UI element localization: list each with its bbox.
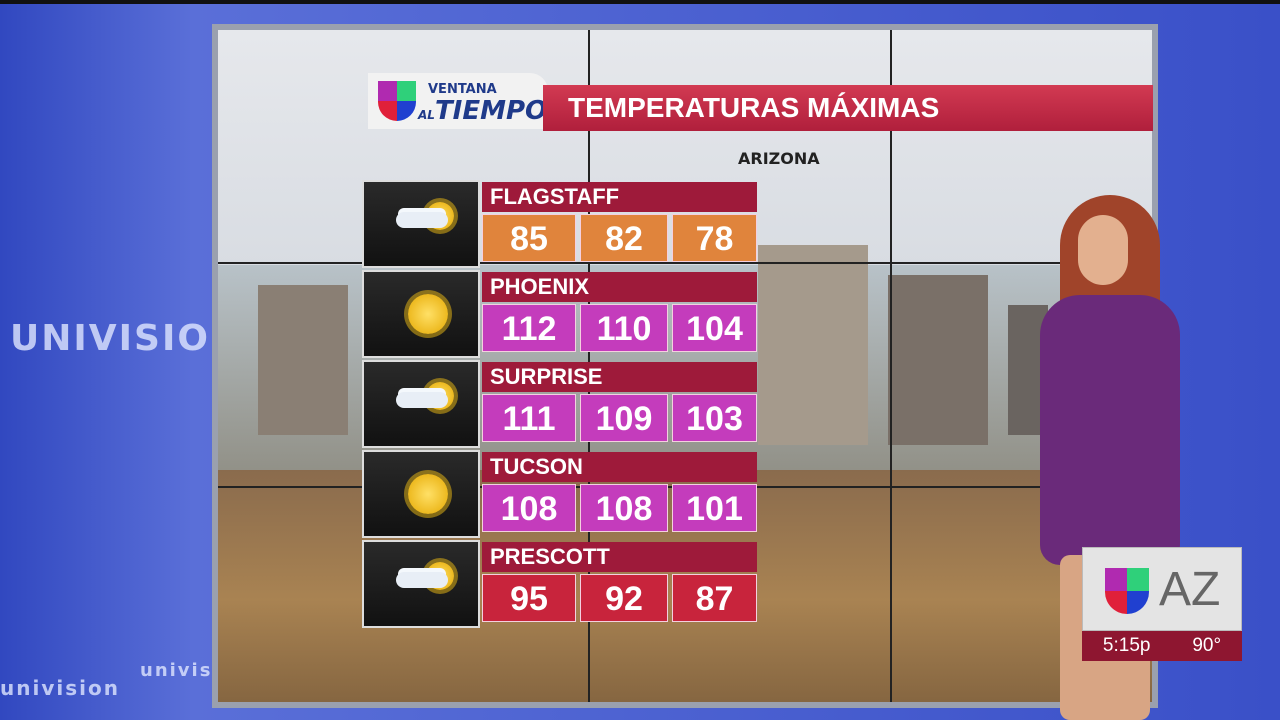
city-name: SURPRISE [482,362,757,392]
cloud-icon [396,212,448,228]
temp-day-3: 78 [672,214,757,262]
sun-icon [408,474,448,514]
graphic-banner: VENTANA ALTIEMPO TEMPERATURAS MÁXIMAS AR… [218,67,1153,168]
city-row-tucson: TUCSON 108 108 101 [362,450,757,538]
wall-brand: UNIVISION [10,318,243,359]
sun-icon [362,450,480,538]
temp-day-1: 108 [482,484,576,532]
city-row-phoenix: PHOENIX 112 110 104 [362,270,757,358]
station-name: AZ [1159,563,1221,616]
bug-temp: 90° [1192,635,1222,656]
logo-ventana: VENTANA [428,82,497,97]
cloud-icon [396,392,448,408]
city-name: PHOENIX [482,272,757,302]
city-row-surprise: SURPRISE 111 109 103 [362,360,757,448]
city-name: TUCSON [482,452,757,482]
city-name: FLAGSTAFF [482,182,757,212]
temp-day-1: 112 [482,304,576,352]
sun-icon [408,294,448,334]
temp-day-3: 101 [672,484,757,532]
univision-logo-icon [1105,568,1149,614]
city-row-prescott: PRESCOTT 95 92 87 [362,540,757,628]
partly-cloudy-icon [362,360,480,448]
temp-day-1: 111 [482,394,576,442]
cloud-icon [396,572,448,588]
bug-time: 5:15p [1102,635,1151,656]
graphic-subtitle: ARIZONA [738,149,820,168]
city-row-flagstaff: FLAGSTAFF 85 82 78 [362,180,757,268]
temp-day-1: 85 [482,214,576,262]
temp-day-3: 104 [672,304,757,352]
partly-cloudy-icon [362,540,480,628]
temp-day-2: 82 [580,214,668,262]
temp-day-3: 87 [672,574,757,622]
logo-tiempo: ALTIEMPO [418,97,547,129]
ventana-al-tiempo-logo: VENTANA ALTIEMPO [368,73,548,129]
logo-tiempo-text: TIEMPO [434,96,548,126]
temp-day-2: 109 [580,394,668,442]
temp-day-1: 95 [482,574,576,622]
wall-brand-small-left: univision [0,676,120,700]
top-edge [0,0,1280,4]
partly-cloudy-icon [362,180,480,268]
temp-day-3: 103 [672,394,757,442]
temp-day-2: 92 [580,574,668,622]
temp-day-2: 110 [580,304,668,352]
logo-al: AL [418,108,435,122]
city-name: PRESCOTT [482,542,757,572]
univision-logo-icon [378,81,416,121]
sun-icon [362,270,480,358]
temp-day-2: 108 [580,484,668,532]
station-bug: AZ 5:15p 90° [1082,547,1242,661]
graphic-title: TEMPERATURAS MÁXIMAS [543,85,1153,131]
